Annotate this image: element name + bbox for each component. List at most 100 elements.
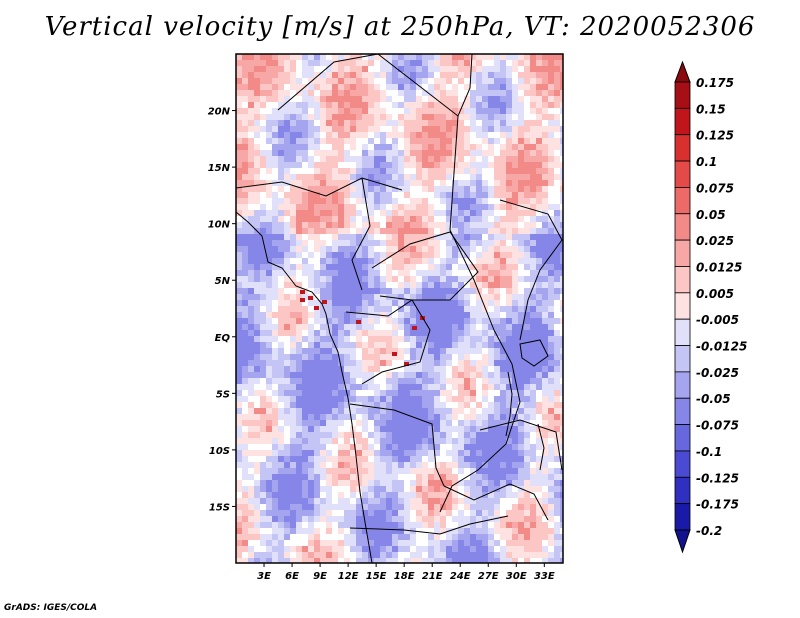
field-cell [344,336,351,343]
field-cell [494,210,501,217]
field-cell [272,288,279,295]
field-cell [320,552,327,559]
field-cell [488,462,495,469]
colorbar-label: -0.075 [696,419,739,433]
field-cell [452,426,459,433]
field-cell [266,90,273,97]
field-cell [554,126,561,133]
field-cell [470,234,477,241]
field-cell [344,312,351,319]
field-cell [428,540,435,547]
field-cell [446,492,453,499]
field-cell [260,270,267,277]
field-cell [242,66,249,73]
field-cell [476,108,483,115]
field-cell [506,222,513,229]
field-cell [242,354,249,361]
field-cell [476,552,483,559]
field-cell [350,276,357,283]
field-cell [494,516,501,523]
field-cell [242,378,249,385]
field-cell [242,174,249,181]
field-cell [392,120,399,127]
field-cell [506,366,513,373]
field-cell [548,312,555,319]
field-cell [542,360,549,367]
field-cell [398,360,405,367]
field-cell [338,306,345,313]
field-cell [380,372,387,379]
field-cell [248,294,255,301]
field-cell [404,174,411,181]
field-cell [494,180,501,187]
field-cell [548,492,555,499]
field-cell [266,534,273,541]
field-cell [500,360,507,367]
field-cell [338,414,345,421]
field-cell [332,348,339,355]
field-cell [362,312,369,319]
field-cell [428,168,435,175]
field-cell [320,264,327,271]
field-cell [542,558,549,563]
field-cell [452,120,459,127]
field-cell [440,546,447,553]
field-cell [278,192,285,199]
field-cell [494,168,501,175]
field-cell [482,84,489,91]
field-cell [554,282,561,289]
field-cell [368,90,375,97]
field-cell [410,96,417,103]
field-cell [344,342,351,349]
field-cell [524,522,531,529]
field-cell [452,138,459,145]
field-cell [350,492,357,499]
field-cell [470,222,477,229]
field-cell [386,348,393,355]
field-cell [326,276,333,283]
field-cell [476,150,483,157]
field-cell [452,516,459,523]
field-cell [308,72,315,79]
field-cell [560,456,563,463]
field-cell [548,228,555,235]
field-cell [314,54,321,61]
field-cell [308,354,315,361]
field-cell [446,342,453,349]
field-cell [356,540,363,547]
field-cell [314,138,321,145]
field-cell [308,162,315,169]
field-cell [332,204,339,211]
field-cell [548,504,555,511]
field-cell [554,480,561,487]
field-cell [458,90,465,97]
field-cell [392,162,399,169]
field-cell [266,492,273,499]
field-cell [362,474,369,481]
field-cell [290,198,297,205]
field-cell [542,120,549,127]
field-cell [266,126,273,133]
field-cell [368,414,375,421]
field-cell [266,312,273,319]
field-cell [326,516,333,523]
field-cell [422,384,429,391]
field-cell [440,156,447,163]
field-cell [410,402,417,409]
field-cell [560,414,563,421]
field-cell [506,294,513,301]
field-cell [410,330,417,337]
field-cell [518,60,525,67]
field-cell [530,96,537,103]
field-cell [284,408,291,415]
field-cell [422,462,429,469]
field-cell [482,234,489,241]
field-cell [362,378,369,385]
field-cell [320,84,327,91]
field-cell [398,552,405,559]
field-cell [272,474,279,481]
field-cell [476,144,483,151]
field-cell [350,144,357,151]
field-cell [416,516,423,523]
field-cell [314,228,321,235]
